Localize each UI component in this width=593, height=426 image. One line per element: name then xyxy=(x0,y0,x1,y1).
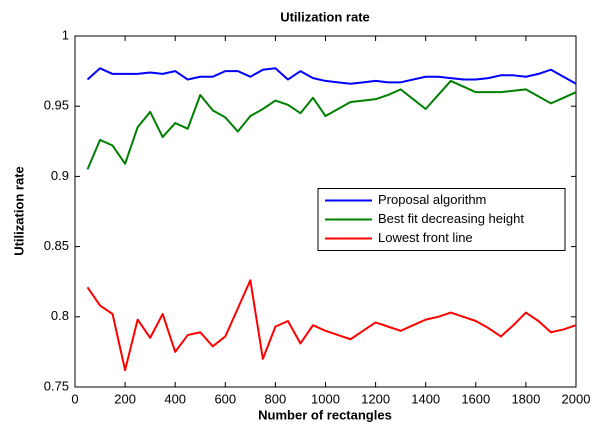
x-tick-label: 1400 xyxy=(411,391,440,406)
y-tick-label: 1 xyxy=(62,27,69,42)
x-tick-label: 400 xyxy=(164,391,186,406)
y-tick-label: 0.75 xyxy=(44,378,69,393)
legend-label: Lowest front line xyxy=(378,230,473,245)
y-tick-label: 0.95 xyxy=(44,98,69,113)
x-tick-label: 600 xyxy=(214,391,236,406)
series-line xyxy=(86,79,577,170)
x-axis-label: Number of rectangles xyxy=(258,407,392,422)
legend-label: Best fit decreasing height xyxy=(378,211,524,226)
x-tick-label: 2000 xyxy=(562,391,591,406)
x-tick-label: 1800 xyxy=(511,391,540,406)
series-line xyxy=(86,279,577,372)
legend-label: Proposal algorithm xyxy=(378,192,486,207)
x-tick-label: 0 xyxy=(71,391,78,406)
chart-title: Utilization rate xyxy=(280,9,370,24)
x-tick-label: 1000 xyxy=(311,391,340,406)
y-tick-label: 0.85 xyxy=(44,238,69,253)
y-tick-label: 0.8 xyxy=(51,308,69,323)
y-axis-label: Utilization rate xyxy=(11,166,26,256)
x-tick-label: 1600 xyxy=(461,391,490,406)
x-tick-label: 200 xyxy=(114,391,136,406)
series-line xyxy=(86,67,577,85)
y-tick-label: 0.9 xyxy=(51,168,69,183)
x-tick-label: 1200 xyxy=(361,391,390,406)
x-tick-label: 800 xyxy=(265,391,287,406)
legend-box xyxy=(317,188,566,251)
